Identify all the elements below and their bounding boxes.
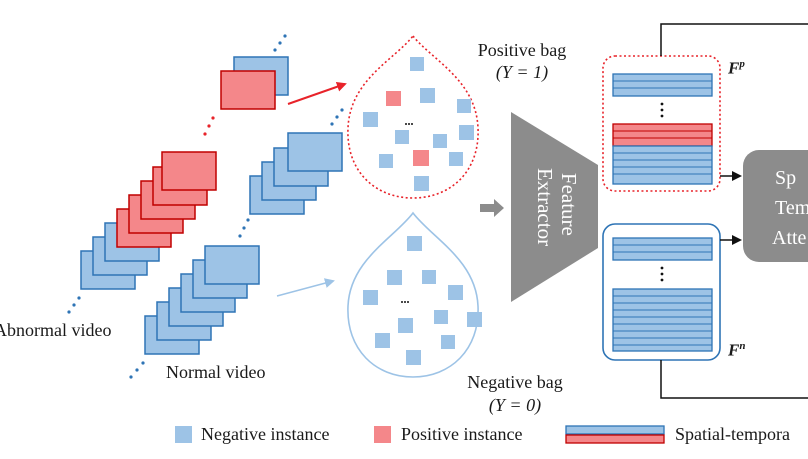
negative-feature-label: Fn [728,340,746,360]
abnormal-frame-positive [161,151,217,191]
normal-frame [204,245,260,285]
abnormal-video-dots-bottom [67,296,81,314]
positive-instance [413,150,429,166]
negative-bag-instances [363,236,482,365]
legend [175,425,665,444]
negative-instance [459,125,474,140]
legend-positive-label: Positive instance [401,424,523,444]
positive-bag-arrow [287,81,347,105]
negative-instance [410,57,424,71]
negative-instance [363,290,378,305]
attention-label-1: Sp [775,167,796,189]
negative-instance [467,312,482,327]
positive-bag-title: Positive bag [477,40,567,60]
legend-feature-swatch-red [565,434,665,444]
positive-bag-instances [363,57,474,191]
negative-bag-arrow [276,278,335,297]
negative-instance [395,130,409,144]
legend-feature-swatch-blue [565,425,665,435]
positive-feature-box [602,55,721,192]
negative-bag-title: Negative bag [467,372,563,392]
legend-positive-swatch [374,426,391,443]
positive-feature-label: Fp [728,58,745,78]
negative-instance [448,285,463,300]
negative-bag-label: (Y = 0) [488,395,542,415]
connectors [660,23,808,399]
legend-negative-label: Negative instance [201,424,330,444]
positive-bag [347,34,479,199]
negative-bag [347,211,482,378]
attention-label-2: Tem [775,197,808,219]
negative-instance [422,270,436,284]
abnormal-frame-positive [220,70,276,110]
attention-block: Sp Tem Atte [743,150,808,262]
normal-video-label: Normal video [166,362,266,382]
abnormal-video-dots-top [273,34,287,52]
negative-instance [414,176,429,191]
legend-negative-swatch [175,426,192,443]
negative-instance [406,350,421,365]
attention-label-3: Atte [772,227,807,249]
extractor-input-arrow [480,199,504,217]
positive-bag-label: (Y = 1) [495,62,549,82]
negative-instance [379,154,393,168]
negative-instance [363,112,378,127]
abnormal-video-dots-mid [203,116,215,136]
normal-video-dots-mid [238,218,250,238]
normal-video-stack [129,108,344,379]
normal-frame [287,132,343,172]
legend-feature-label: Spatial-tempora [675,424,790,444]
negative-instance [387,270,402,285]
feature-extractor: Feature Extractor [511,112,598,302]
normal-video-dots-top [330,108,344,126]
feature-extractor-label: Feature Extractor [533,168,581,246]
normal-video-dots-bottom [129,361,145,379]
negative-instance [407,236,422,251]
abnormal-video-stack [67,34,289,314]
negative-instance [434,310,448,324]
negative-instance [398,318,413,333]
negative-instance [375,333,390,348]
negative-instance [433,134,447,148]
abnormal-video-label: Abnormal video [0,320,112,340]
negative-instance [449,152,463,166]
negative-instance [441,335,455,349]
negative-instance [420,88,435,103]
negative-feature-box [602,223,721,361]
negative-instance [457,99,471,113]
positive-instance [386,91,401,106]
